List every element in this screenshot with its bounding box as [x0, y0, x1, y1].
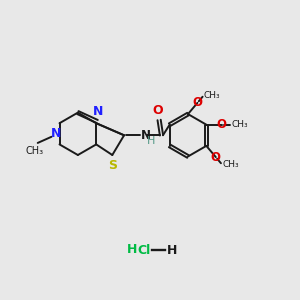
Text: CH₃: CH₃	[204, 91, 220, 100]
Text: CH₃: CH₃	[26, 146, 44, 157]
Text: H: H	[147, 136, 155, 146]
Text: N: N	[92, 105, 103, 118]
Text: H: H	[127, 243, 137, 256]
Text: CH₃: CH₃	[232, 120, 248, 129]
Text: N: N	[51, 127, 61, 140]
Text: O: O	[192, 96, 203, 110]
Text: CH₃: CH₃	[222, 160, 239, 169]
Text: N: N	[141, 129, 151, 142]
Text: S: S	[108, 159, 117, 172]
Text: O: O	[153, 104, 163, 117]
Text: O: O	[217, 118, 227, 131]
Text: O: O	[211, 151, 221, 164]
Text: H: H	[167, 244, 177, 256]
Text: Cl: Cl	[137, 244, 151, 256]
